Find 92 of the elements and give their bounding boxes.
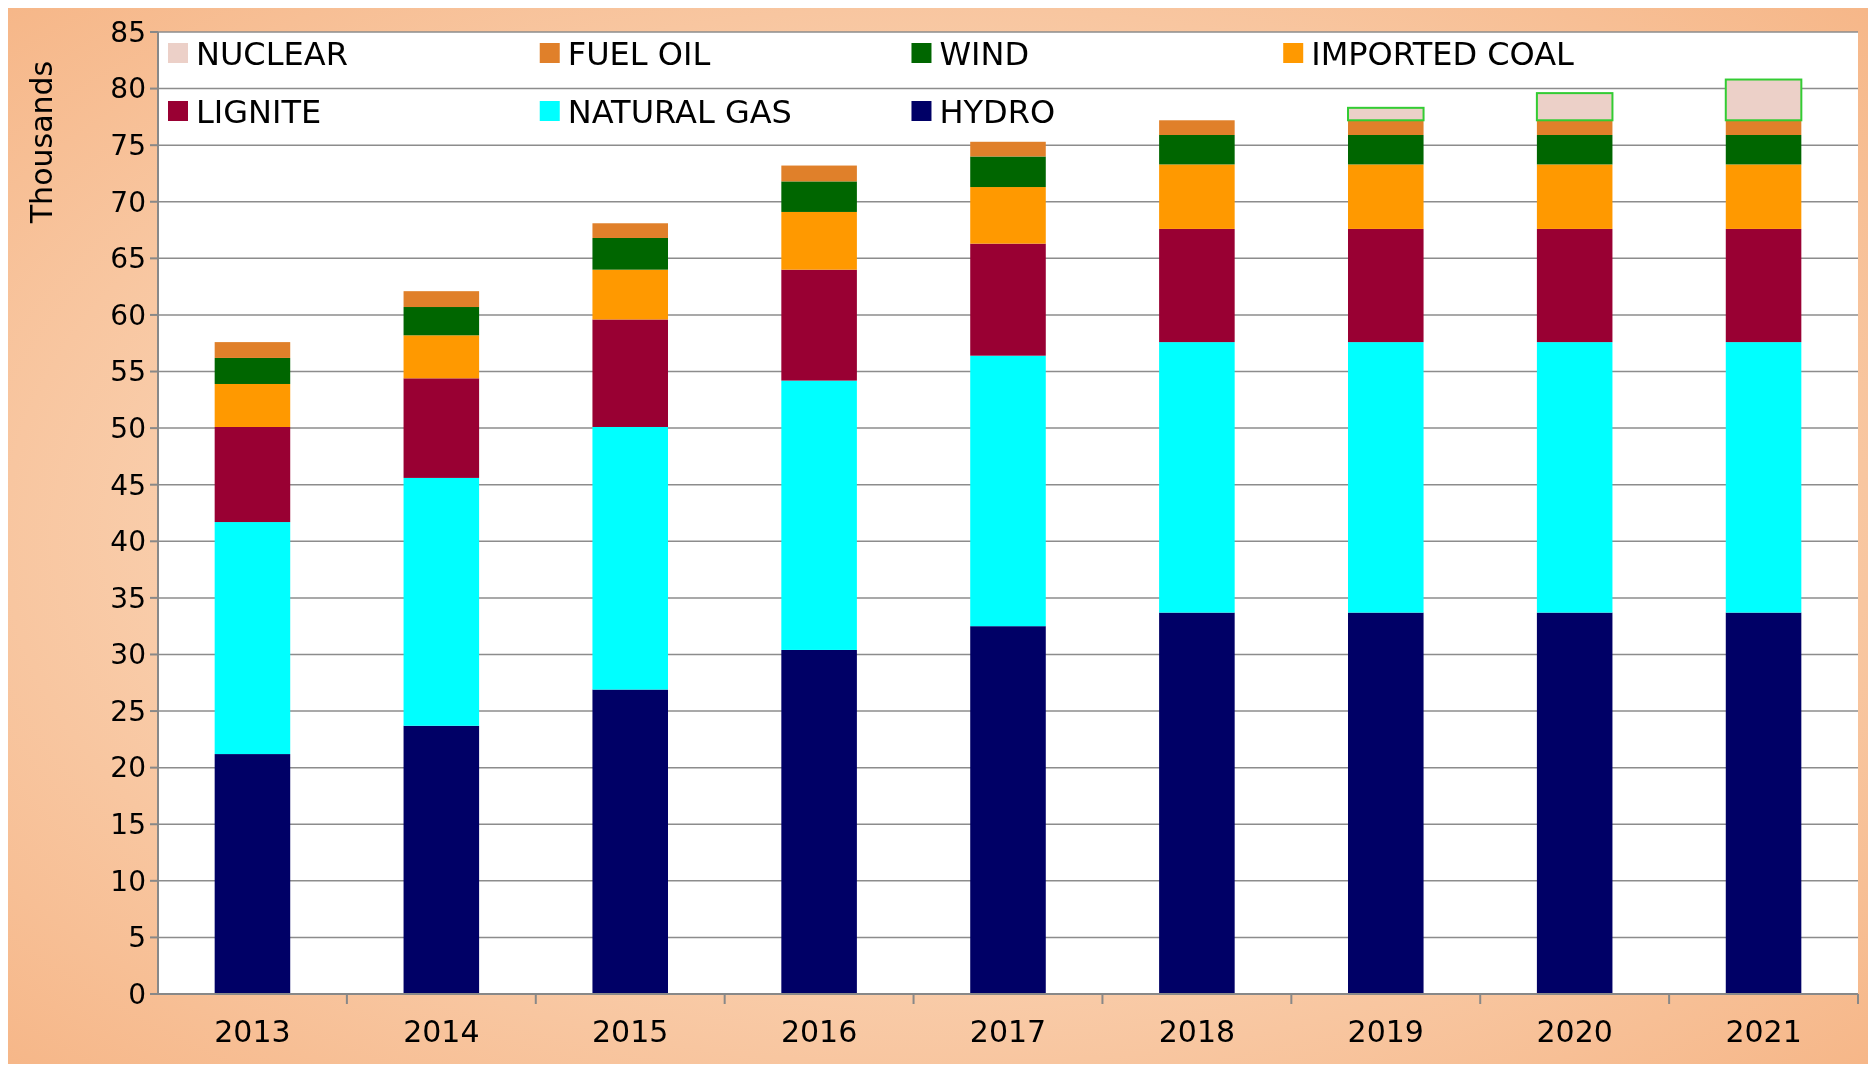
bar xyxy=(1724,78,1803,122)
bar xyxy=(1159,120,1235,135)
bar xyxy=(403,335,480,379)
bar xyxy=(1347,106,1425,122)
bar xyxy=(1159,228,1235,343)
legend-label: IMPORTED COAL xyxy=(1311,35,1575,74)
bar xyxy=(1536,120,1613,135)
bar xyxy=(970,187,1046,244)
legend-label: WIND xyxy=(939,35,1030,74)
y-tick-label: 75 xyxy=(110,128,146,162)
x-tick-label: 2019 xyxy=(1347,1014,1424,1049)
bar xyxy=(592,689,668,994)
bar xyxy=(403,477,480,726)
bar xyxy=(1535,92,1614,122)
bar xyxy=(1536,164,1613,229)
y-tick-label: 15 xyxy=(110,808,146,842)
x-tick-label: 2013 xyxy=(214,1014,291,1049)
x-tick-label: 2020 xyxy=(1536,1014,1613,1049)
y-tick-label: 55 xyxy=(110,355,146,389)
bar xyxy=(781,649,857,994)
y-tick-label: 10 xyxy=(110,864,146,898)
bar xyxy=(1725,164,1802,229)
bar xyxy=(781,380,857,650)
bar xyxy=(970,243,1046,356)
legend-label: FUEL OIL xyxy=(567,35,711,74)
y-tick-label: 20 xyxy=(110,751,146,785)
bar xyxy=(1348,164,1424,229)
y-tick-label: 80 xyxy=(110,72,146,106)
y-tick-label: 0 xyxy=(128,977,146,1011)
y-tick-label: 25 xyxy=(110,694,146,728)
x-tick-label: 2017 xyxy=(969,1014,1047,1049)
bar xyxy=(781,269,857,381)
bar xyxy=(1725,134,1802,165)
bar xyxy=(1536,612,1613,994)
bar xyxy=(214,383,291,427)
bar xyxy=(1348,134,1424,165)
y-axis-title: Thousands xyxy=(24,60,59,225)
bar xyxy=(1159,342,1235,613)
bar xyxy=(592,223,668,238)
y-tick-label: 85 xyxy=(110,15,146,49)
legend-label: NUCLEAR xyxy=(196,35,348,74)
bar xyxy=(214,522,291,755)
bar xyxy=(970,141,1046,157)
y-tick-label: 50 xyxy=(110,411,146,445)
bar xyxy=(1725,120,1802,135)
bar xyxy=(592,237,668,270)
bar xyxy=(1348,612,1424,994)
x-tick-label: 2016 xyxy=(780,1014,858,1049)
bar xyxy=(1725,228,1802,343)
x-tick-label: 2014 xyxy=(403,1014,480,1049)
bar xyxy=(1536,228,1613,343)
x-tick-label: 2015 xyxy=(592,1014,669,1049)
bar xyxy=(781,165,857,182)
bar xyxy=(592,426,668,690)
bar xyxy=(970,156,1046,188)
bar xyxy=(214,342,291,358)
bar xyxy=(403,725,480,994)
y-tick-label: 30 xyxy=(110,638,146,672)
y-tick-label: 45 xyxy=(110,468,146,502)
bar xyxy=(970,626,1046,994)
legend-label: LIGNITE xyxy=(196,93,322,132)
bar xyxy=(403,291,480,308)
y-tick-label: 35 xyxy=(110,581,146,615)
bar xyxy=(592,269,668,320)
x-tick-label: 2018 xyxy=(1158,1014,1236,1049)
x-tick-label: 2021 xyxy=(1725,1014,1802,1049)
y-tick-label: 70 xyxy=(110,185,146,219)
bar xyxy=(1348,228,1424,343)
bar xyxy=(970,355,1046,627)
bar xyxy=(1536,342,1613,613)
bar xyxy=(1348,342,1424,613)
bar xyxy=(1159,612,1235,994)
bar xyxy=(1159,134,1235,165)
bar xyxy=(403,378,480,478)
bar xyxy=(781,181,857,212)
y-tick-label: 40 xyxy=(110,525,146,559)
bar xyxy=(1536,134,1613,165)
bar xyxy=(1725,342,1802,613)
bar xyxy=(214,754,291,994)
y-tick-label: 60 xyxy=(110,298,146,332)
bar xyxy=(214,357,291,384)
bar xyxy=(214,426,291,523)
legend-label: NATURAL GAS xyxy=(567,93,792,132)
bar xyxy=(1725,612,1802,994)
y-tick-label: 5 xyxy=(128,921,146,955)
bar xyxy=(592,319,668,427)
y-tick-label: 65 xyxy=(110,242,146,276)
bar xyxy=(403,307,480,336)
bar xyxy=(781,211,857,270)
bar xyxy=(1348,120,1424,135)
legend-label: HYDRO xyxy=(939,93,1056,132)
bar xyxy=(1159,164,1235,229)
